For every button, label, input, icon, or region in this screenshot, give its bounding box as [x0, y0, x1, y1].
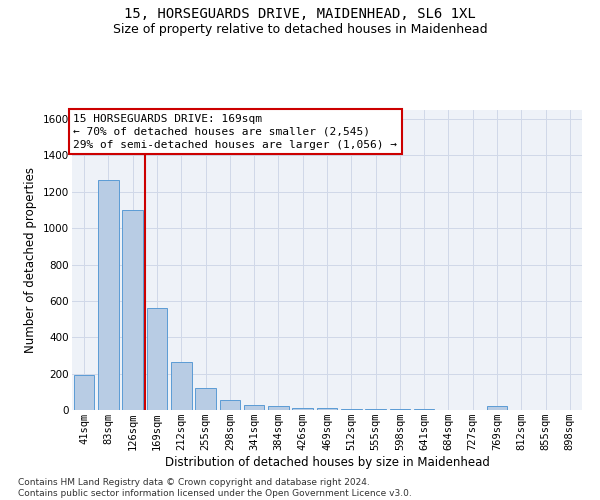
Text: Contains HM Land Registry data © Crown copyright and database right 2024.
Contai: Contains HM Land Registry data © Crown c… — [18, 478, 412, 498]
Y-axis label: Number of detached properties: Number of detached properties — [25, 167, 37, 353]
Bar — [171, 362, 191, 410]
Bar — [98, 180, 119, 410]
Bar — [487, 406, 508, 410]
Bar — [389, 409, 410, 410]
Text: 15, HORSEGUARDS DRIVE, MAIDENHEAD, SL6 1XL: 15, HORSEGUARDS DRIVE, MAIDENHEAD, SL6 1… — [124, 8, 476, 22]
Text: Size of property relative to detached houses in Maidenhead: Size of property relative to detached ho… — [113, 22, 487, 36]
X-axis label: Distribution of detached houses by size in Maidenhead: Distribution of detached houses by size … — [164, 456, 490, 469]
Bar — [122, 210, 143, 410]
Bar — [268, 406, 289, 410]
Bar — [244, 404, 265, 410]
Bar — [414, 409, 434, 410]
Bar — [74, 374, 94, 410]
Bar — [292, 408, 313, 410]
Bar — [220, 400, 240, 410]
Bar — [146, 308, 167, 410]
Bar — [341, 409, 362, 410]
Text: 15 HORSEGUARDS DRIVE: 169sqm
← 70% of detached houses are smaller (2,545)
29% of: 15 HORSEGUARDS DRIVE: 169sqm ← 70% of de… — [73, 114, 397, 150]
Bar — [365, 409, 386, 410]
Bar — [317, 408, 337, 410]
Bar — [195, 388, 216, 410]
